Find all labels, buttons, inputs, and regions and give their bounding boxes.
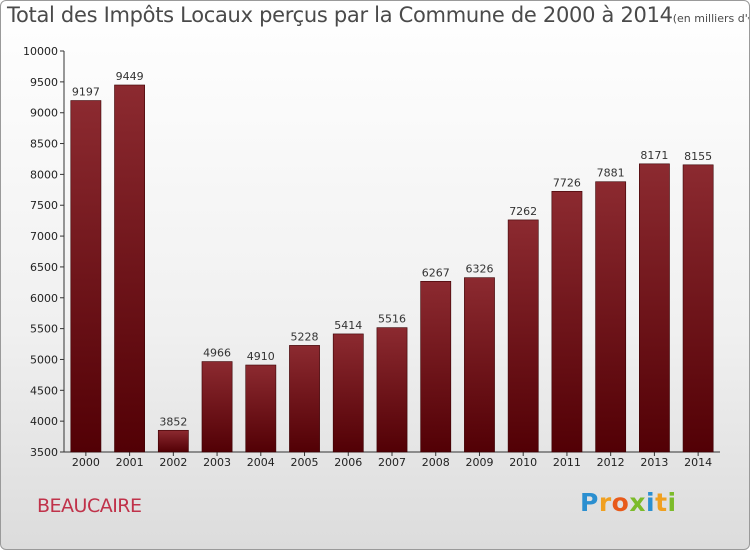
x-tick-label-2002: 2002 (159, 456, 187, 469)
bar-2001 (114, 84, 145, 453)
x-tick-label-2003: 2003 (203, 456, 231, 469)
logo-letter: P (580, 488, 599, 517)
y-tick-label: 6500 (30, 261, 58, 274)
bar-2010 (507, 219, 539, 453)
bar-2011 (551, 190, 583, 453)
bar-2007 (376, 327, 408, 453)
x-tick-label-2005: 2005 (291, 456, 319, 469)
logo-letter: r (598, 488, 612, 517)
x-tick-label-2008: 2008 (422, 456, 450, 469)
x-tick-label-2000: 2000 (72, 456, 100, 469)
data-label-2011: 7726 (553, 176, 581, 189)
chart-title: Total des Impôts Locaux perçus par la Co… (7, 3, 749, 27)
data-label-2002: 3852 (159, 415, 187, 428)
data-label-2004: 4910 (247, 350, 275, 363)
bar-2009 (464, 277, 495, 453)
x-tick-label-2012: 2012 (597, 456, 625, 469)
data-label-2014: 8155 (684, 150, 712, 163)
y-tick-label: 4000 (30, 415, 58, 428)
x-tick-label-2004: 2004 (247, 456, 275, 469)
y-tick-label: 9500 (30, 76, 58, 89)
data-label-2001: 9449 (116, 70, 144, 83)
y-tick-label: 4500 (30, 384, 58, 397)
x-tick-label-2013: 2013 (640, 456, 668, 469)
logo-letter: x (629, 488, 646, 517)
x-tick-label-2007: 2007 (378, 456, 406, 469)
x-tick-label-2014: 2014 (684, 456, 712, 469)
logo-letter: i (667, 488, 677, 517)
y-tick-label: 3500 (30, 446, 58, 459)
data-label-2005: 5228 (291, 330, 319, 343)
bar-2013 (639, 163, 670, 453)
data-label-2010: 7262 (509, 205, 537, 218)
x-tick-label-2010: 2010 (509, 456, 537, 469)
data-label-2012: 7881 (597, 167, 625, 180)
bar-2004 (245, 364, 277, 453)
bar-2012 (595, 181, 627, 453)
y-tick-label: 7500 (30, 199, 58, 212)
x-tick-label-2006: 2006 (334, 456, 362, 469)
chart-unit-note: (en milliers d'€) (672, 12, 749, 25)
data-label-2008: 6267 (422, 266, 450, 279)
chart-axes: 3500 4000 4500 5000 5500 6000 6500 7000 7500 8000… (23, 45, 720, 469)
x-tick-label-2011: 2011 (553, 456, 581, 469)
bar-2005 (289, 345, 320, 453)
logo-letter: o (611, 488, 630, 517)
y-tick-label: 8000 (30, 168, 58, 181)
x-tick-label-2009: 2009 (465, 456, 493, 469)
logo-letter: t (655, 488, 668, 517)
y-tick-label: 6000 (30, 292, 58, 305)
data-label-2007: 5516 (378, 313, 406, 326)
y-tick-label: 7000 (30, 230, 58, 243)
y-tick-label: 5000 (30, 353, 58, 366)
chart-title-text: Total des Impôts Locaux perçus par la Co… (7, 3, 673, 27)
bar-2006 (332, 333, 364, 453)
bar-2008 (420, 280, 452, 453)
x-tick-label-2001: 2001 (116, 456, 144, 469)
bar-2014 (682, 164, 714, 453)
y-tick-label: 10000 (23, 45, 58, 58)
bar-2003 (201, 361, 233, 453)
data-label-2003: 4966 (203, 347, 231, 360)
bar-2002 (157, 429, 189, 453)
data-label-2000: 9197 (72, 86, 100, 99)
logo-letter: i (646, 488, 656, 517)
chart-bars: 9197 9449 3852 4966 4910 5228 5414 5516 6267 6326… (70, 70, 714, 453)
data-label-2013: 8171 (640, 149, 668, 162)
data-label-2006: 5414 (334, 319, 362, 332)
commune-name: BEAUCAIRE (37, 495, 142, 517)
proxiti-logo: Proxiti (580, 488, 677, 517)
y-tick-label: 8500 (30, 138, 58, 151)
y-tick-label: 5500 (30, 323, 58, 336)
y-tick-label: 9000 (30, 107, 58, 120)
bar-2000 (70, 100, 102, 453)
data-label-2009: 6326 (465, 263, 493, 276)
